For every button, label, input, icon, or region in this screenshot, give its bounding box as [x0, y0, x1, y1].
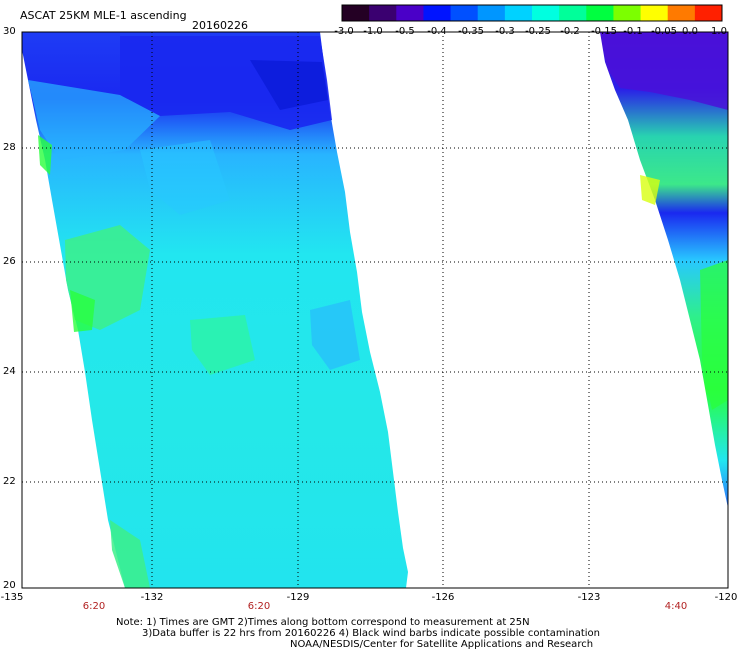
lat-label: 28 [3, 142, 16, 153]
lon-label: -126 [431, 592, 455, 603]
colorbar-segment [586, 5, 614, 21]
lat-label: 30 [3, 26, 16, 37]
colorbar [342, 5, 723, 21]
colorbar-tick: -0.4 [427, 26, 447, 37]
colorbar-segment [532, 5, 560, 21]
colorbar-segment [396, 5, 424, 21]
lon-label: -120 [714, 592, 738, 603]
note-line-2: 3)Data buffer is 22 hrs from 20160226 4)… [142, 628, 600, 639]
pass-time-label: 6:20 [247, 601, 271, 612]
colorbar-tick: 1.0 [711, 26, 727, 37]
graticule [22, 32, 728, 588]
lat-label: 20 [3, 580, 16, 591]
lon-label: -132 [140, 592, 164, 603]
colorbar-segment [640, 5, 669, 21]
colorbar-segment [613, 5, 642, 21]
lat-label: 22 [3, 476, 16, 487]
pass-time-label: 6:20 [82, 601, 106, 612]
colorbar-tick: -0.25 [525, 26, 551, 37]
colorbar-segment [559, 5, 587, 21]
colorbar-tick: 0.0 [682, 26, 698, 37]
map-title: ASCAT 25KM MLE-1 ascending [20, 9, 187, 22]
colorbar-tick: -3.0 [334, 26, 354, 37]
plot-frame [21, 31, 729, 589]
lon-label: -129 [286, 592, 310, 603]
colorbar-tick: -0.2 [560, 26, 580, 37]
colorbar-segment [477, 5, 506, 21]
note-line-3: NOAA/NESDIS/Center for Satellite Applica… [290, 639, 594, 650]
colorbar-segment [504, 5, 533, 21]
pass-time-label: 4:40 [664, 601, 688, 612]
map-date: 20160226 [192, 19, 248, 32]
colorbar-tick: -0.15 [591, 26, 617, 37]
colorbar-segment [450, 5, 479, 21]
colorbar-tick: -0.1 [623, 26, 643, 37]
lat-label: 26 [3, 256, 16, 267]
colorbar-tick: -1.0 [363, 26, 383, 37]
lon-label: -135 [0, 592, 24, 603]
swath-left [22, 32, 408, 588]
colorbar-tick: -0.05 [651, 26, 677, 37]
colorbar-frame [341, 4, 723, 22]
colorbar-segment [369, 5, 397, 21]
colorbar-tick: -0.3 [495, 26, 515, 37]
colorbar-segment [423, 5, 452, 21]
colorbar-segment [342, 5, 370, 21]
colorbar-tick: -0.35 [458, 26, 484, 37]
lon-label: -123 [577, 592, 601, 603]
colorbar-segment [667, 5, 696, 21]
lat-label: 24 [3, 366, 16, 377]
swath-right [600, 32, 728, 508]
note-line-1: Note: 1) Times are GMT 2)Times along bot… [116, 617, 530, 628]
colorbar-segment [694, 5, 723, 21]
colorbar-tick: -0.5 [395, 26, 415, 37]
